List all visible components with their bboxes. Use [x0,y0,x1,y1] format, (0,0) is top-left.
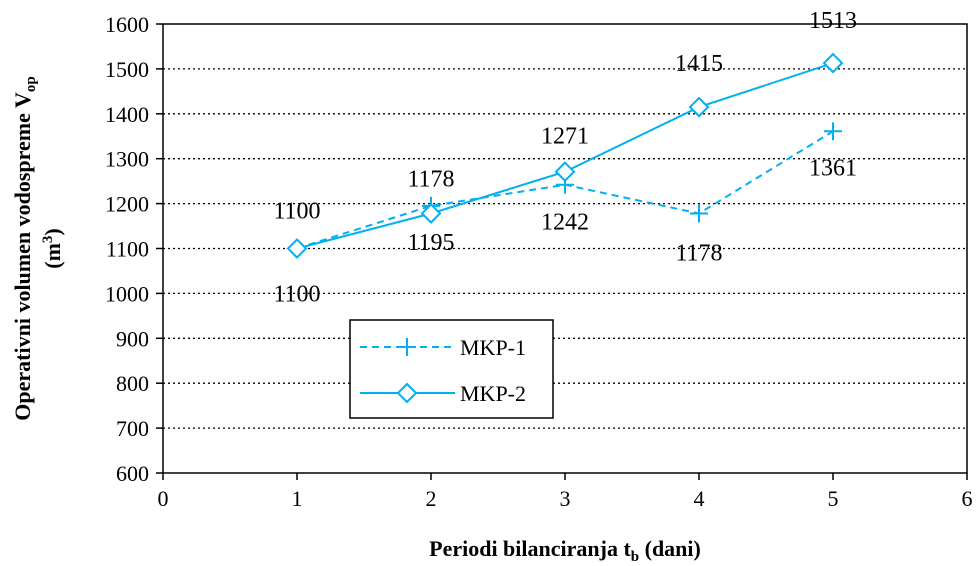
data-label-mkp-2-3: 1271 [541,124,589,150]
data-label-mkp-1-1: 1100 [273,282,320,308]
y-axis-title-subscript: op [23,76,39,92]
y-axis-title-line1: Operativni volumen vodospreme Vop [10,76,39,420]
data-label-mkp-2-4: 1415 [675,51,723,77]
y-tick-label-900: 900 [116,326,149,351]
x-tick-label-3: 3 [560,486,571,511]
y-axis-unit-superscript: 3 [40,236,56,244]
x-axis-title-suffix: (dani) [639,536,701,561]
x-tick-label-2: 2 [426,486,437,511]
x-tick-label-4: 4 [694,486,705,511]
y-tick-label-1200: 1200 [105,192,149,217]
series-layer [286,52,844,259]
y-axis-title-line2: (m3) [40,228,65,268]
y-axis-title: Operativni volumen vodospreme Vop (m3) [10,76,65,420]
series-point-mkp-1-4 [690,204,708,223]
data-labels: 1100 1195 1242 1178 1361 1100 1178 1271 1415 1513 [273,8,857,307]
y-tick-label-700: 700 [116,416,149,441]
data-label-mkp-1-2: 1195 [407,230,454,256]
series-point-mkp-2-4 [688,96,710,118]
x-tick-label-0: 0 [158,486,169,511]
gridlines [163,68,967,429]
y-axis-unit-pre: (m [40,243,65,269]
x-tick-label-6: 6 [962,486,973,511]
x-axis-title-main: Periodi bilanciranja t [429,536,631,561]
data-label-mkp-2-5: 1513 [809,8,857,34]
series-point-mkp-2-5 [822,52,844,74]
legend-label-mkp-2: MKP-2 [460,381,526,406]
y-tick-label-1100: 1100 [106,237,149,262]
series-point-mkp-2-3 [554,161,576,183]
legend-label-mkp-1: MKP-1 [460,335,526,360]
y-tick-label-1300: 1300 [105,147,149,172]
x-tick-label-1: 1 [292,486,303,511]
x-tick-label-5: 5 [828,486,839,511]
legend: MKP-1 MKP-2 [349,319,554,419]
y-tick-label-1000: 1000 [105,281,149,306]
data-label-mkp-2-2: 1178 [407,166,454,192]
y-axis-title-main: Operativni volumen vodospreme V [10,92,35,421]
data-label-mkp-1-3: 1242 [541,210,589,236]
y-tick-label-800: 800 [116,371,149,396]
legend-box [349,319,554,419]
series-point-mkp-2-2 [420,203,442,224]
legend-marker-mkp-2 [396,382,418,404]
series-point-mkp-2-1 [286,238,308,259]
x-axis-title: Periodi bilanciranja tb (dani) [429,536,701,565]
data-label-mkp-2-1: 1100 [273,199,320,225]
data-label-mkp-1-5: 1361 [809,155,857,181]
y-tick-label-1500: 1500 [105,57,149,82]
y-tick-label-600: 600 [116,461,149,486]
x-axis-title-subscript: b [631,549,639,565]
axes: 600 700 800 900 1000 1100 1200 1300 1400 1500 1600… [105,12,973,511]
data-label-mkp-1-4: 1178 [675,240,722,266]
y-tick-label-1400: 1400 [105,102,149,127]
series-point-mkp-1-5 [824,122,842,141]
y-tick-label-1600: 1600 [105,12,149,37]
y-axis-unit-post: ) [40,228,65,235]
legend-marker-mkp-1 [398,338,416,356]
